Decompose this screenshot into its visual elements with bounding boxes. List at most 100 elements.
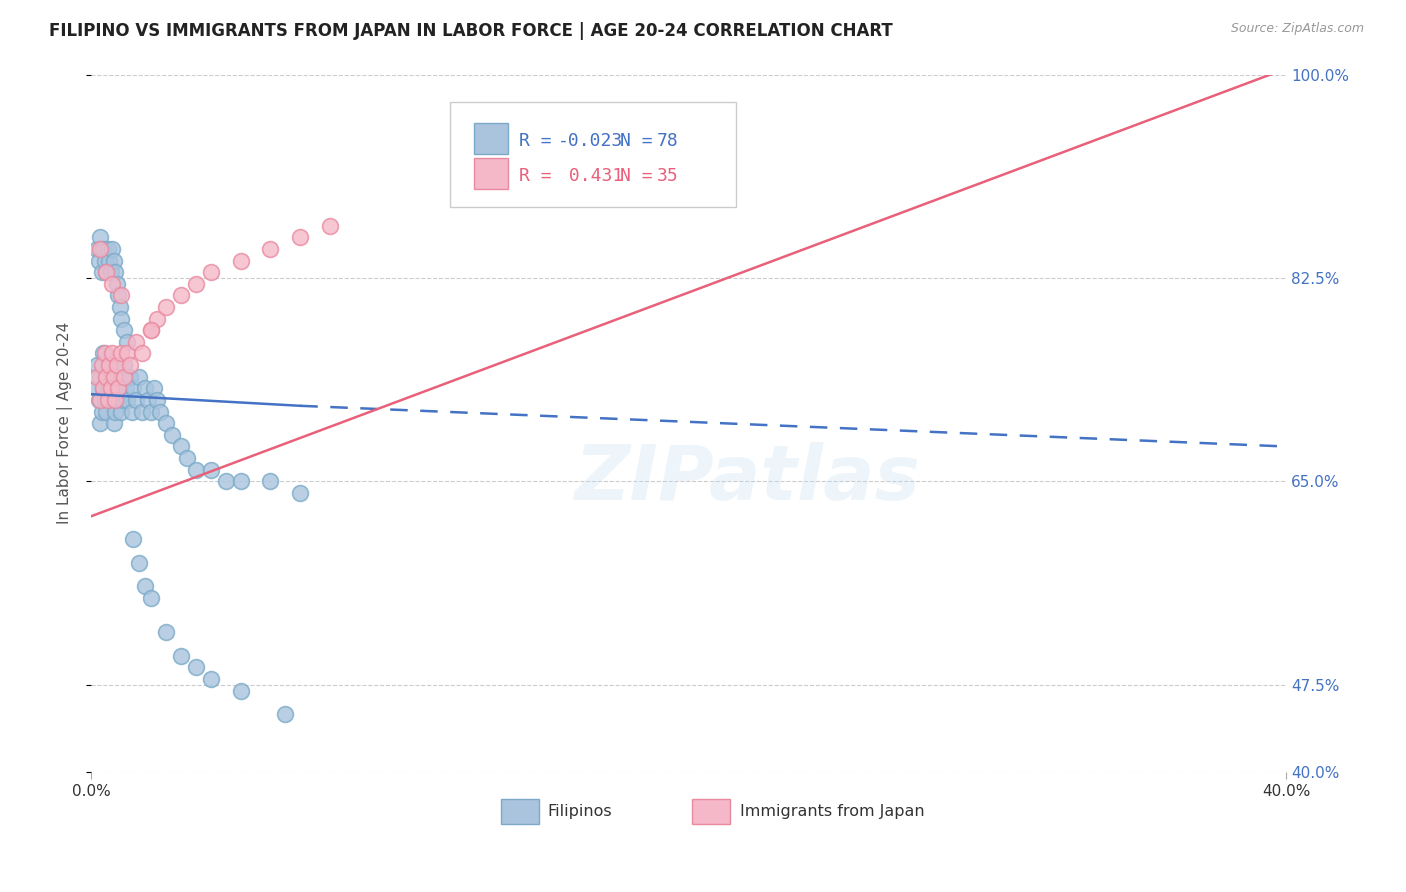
Text: 78: 78	[657, 132, 678, 150]
Point	[122, 381, 145, 395]
Point	[101, 277, 124, 291]
Point	[89, 369, 111, 384]
Point	[149, 404, 172, 418]
Point	[128, 369, 150, 384]
Point	[107, 392, 129, 407]
Point	[96, 369, 118, 384]
Point	[89, 242, 111, 256]
Point	[100, 392, 122, 407]
Point	[91, 381, 114, 395]
Point	[184, 463, 207, 477]
Point	[121, 404, 143, 418]
Text: R =: R =	[519, 167, 562, 185]
Point	[103, 416, 125, 430]
Point	[139, 404, 162, 418]
Point	[105, 358, 128, 372]
Point	[200, 672, 222, 686]
Point	[128, 556, 150, 570]
Point	[115, 346, 138, 360]
Point	[97, 392, 120, 407]
Point	[112, 323, 135, 337]
Point	[87, 253, 110, 268]
Point	[108, 381, 131, 395]
Point	[98, 358, 121, 372]
Point	[86, 358, 108, 372]
Point	[111, 392, 134, 407]
Point	[105, 369, 128, 384]
Text: -0.023: -0.023	[558, 132, 624, 150]
Point	[120, 358, 142, 372]
Point	[100, 265, 122, 279]
Point	[176, 451, 198, 466]
Point	[290, 486, 312, 500]
Point	[108, 300, 131, 314]
Point	[110, 346, 132, 360]
Point	[184, 277, 207, 291]
Point	[110, 311, 132, 326]
Point	[103, 369, 125, 384]
Point	[125, 334, 148, 349]
Point	[136, 392, 159, 407]
Point	[170, 440, 193, 454]
Text: N =: N =	[620, 167, 664, 185]
Point	[184, 660, 207, 674]
Point	[200, 265, 222, 279]
Text: 0.431: 0.431	[558, 167, 624, 185]
Point	[122, 533, 145, 547]
Point	[110, 288, 132, 302]
Point	[259, 475, 281, 489]
Point	[125, 392, 148, 407]
Point	[107, 288, 129, 302]
Point	[139, 323, 162, 337]
Point	[131, 404, 153, 418]
Point	[90, 404, 112, 418]
Point	[86, 242, 108, 256]
Point	[229, 683, 252, 698]
Point	[274, 706, 297, 721]
Text: R =: R =	[519, 132, 562, 150]
Point	[319, 219, 342, 233]
Text: 35: 35	[657, 167, 678, 185]
Point	[89, 230, 111, 244]
Point	[200, 463, 222, 477]
Point	[115, 392, 138, 407]
Point	[101, 369, 124, 384]
Point	[103, 253, 125, 268]
Point	[107, 381, 129, 395]
FancyBboxPatch shape	[474, 158, 508, 189]
Point	[97, 381, 120, 395]
Point	[114, 381, 136, 395]
FancyBboxPatch shape	[474, 123, 508, 154]
Point	[139, 591, 162, 605]
Point	[160, 428, 183, 442]
Point	[229, 253, 252, 268]
Point	[143, 381, 166, 395]
Point	[112, 358, 135, 372]
Point	[84, 381, 107, 395]
Point	[104, 404, 127, 418]
FancyBboxPatch shape	[450, 103, 737, 207]
FancyBboxPatch shape	[692, 799, 730, 824]
Point	[91, 242, 114, 256]
Point	[93, 392, 115, 407]
Point	[170, 648, 193, 663]
Text: N =: N =	[620, 132, 664, 150]
Point	[115, 334, 138, 349]
Point	[146, 392, 169, 407]
Point	[100, 381, 122, 395]
Point	[101, 346, 124, 360]
Point	[93, 253, 115, 268]
Point	[104, 381, 127, 395]
Point	[131, 346, 153, 360]
Point	[290, 230, 312, 244]
Point	[155, 416, 177, 430]
Point	[104, 392, 127, 407]
Text: Immigrants from Japan: Immigrants from Japan	[740, 805, 925, 819]
Point	[98, 253, 121, 268]
Point	[105, 277, 128, 291]
Point	[90, 265, 112, 279]
Point	[110, 369, 132, 384]
Point	[112, 369, 135, 384]
Point	[139, 323, 162, 337]
Point	[155, 625, 177, 640]
